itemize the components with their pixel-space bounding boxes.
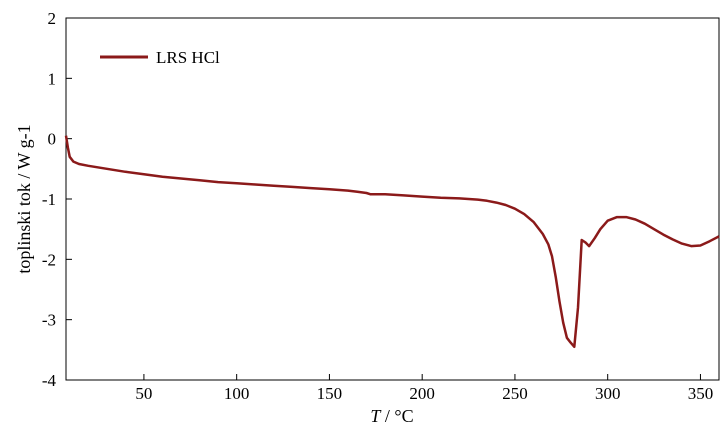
x-tick-label: 100 — [224, 384, 250, 403]
y-tick-label: -3 — [42, 311, 56, 330]
x-tick-label: 250 — [502, 384, 528, 403]
series-line — [64, 135, 720, 349]
x-tick-label: 50 — [135, 384, 152, 403]
y-tick-label: 1 — [48, 69, 57, 88]
legend: LRS HCl — [100, 48, 220, 67]
x-axis-unit: / °C — [380, 406, 413, 426]
series-layer — [64, 135, 720, 349]
x-axis-title: T / °C — [370, 406, 413, 426]
x-tick-label: 350 — [688, 384, 714, 403]
y-tick-label: -2 — [42, 250, 56, 269]
x-tick-label: 200 — [409, 384, 435, 403]
y-axis-title: toplinski tok / W g-1 — [14, 124, 34, 273]
x-axis-variable: T — [370, 406, 382, 426]
y-tick-label: 0 — [48, 130, 57, 149]
x-tick-label: 300 — [595, 384, 621, 403]
y-tick-label: -4 — [42, 371, 57, 390]
plot-frame — [65, 17, 720, 381]
legend-label: LRS HCl — [156, 48, 220, 67]
x-tick-label: 150 — [317, 384, 343, 403]
axis-ticks: 50 100 150 200 250 300 350 -4 -3 -2 -1 0 1 2 — [42, 9, 713, 403]
y-tick-label: -1 — [42, 190, 56, 209]
y-tick-label: 2 — [48, 9, 57, 28]
